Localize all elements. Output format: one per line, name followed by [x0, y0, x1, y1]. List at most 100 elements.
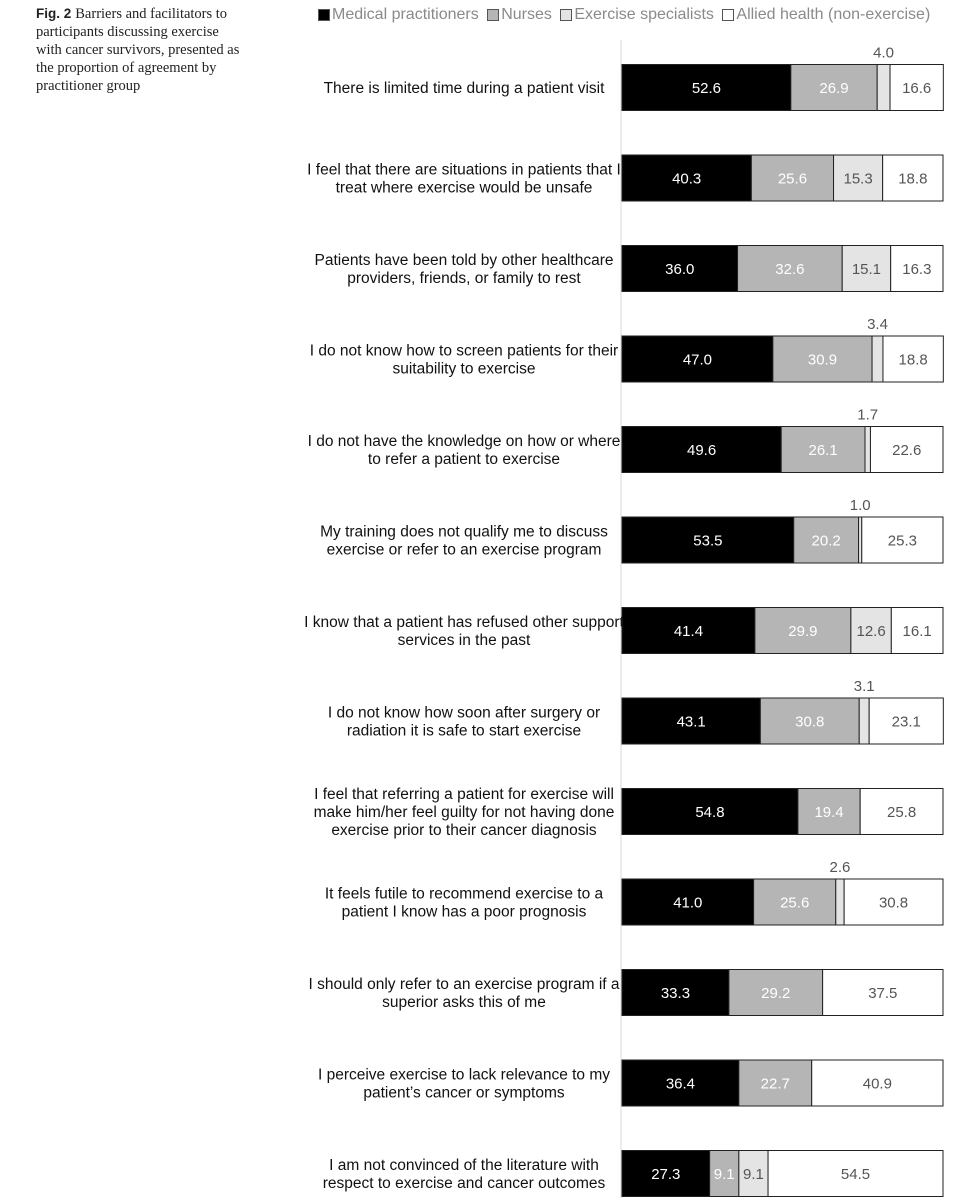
bar-segment	[621, 788, 799, 835]
category-label: I do not know how to screen patients for…	[310, 343, 618, 378]
bar-segment	[621, 154, 752, 202]
category-label-line: suitability to exercise	[392, 361, 535, 378]
data-label: 22.6	[892, 442, 921, 459]
bar-segment	[709, 1150, 740, 1197]
bar-segment	[882, 154, 944, 202]
data-label: 29.9	[788, 623, 817, 640]
category-label-line: make him/her feel guilty for not having …	[314, 804, 615, 821]
bar-segment	[861, 516, 944, 564]
data-label: 32.6	[775, 261, 804, 278]
data-label: 16.6	[902, 80, 931, 97]
bar-segment	[772, 335, 873, 383]
legend-label: Allied health (non-exercise)	[736, 6, 931, 23]
data-label: 52.6	[692, 80, 721, 97]
bar-row: 33.3 29.2 37.5	[621, 969, 944, 1016]
category-label-line: I am not convinced of the literature wit…	[329, 1157, 599, 1174]
category-label-line: providers, friends, or family to rest	[347, 270, 581, 287]
category-label: It feels futile to recommend exercise to…	[325, 886, 604, 921]
data-label: 41.0	[673, 895, 702, 912]
data-label: 23.1	[892, 714, 921, 731]
data-label: 25.8	[887, 804, 916, 821]
data-label: 20.2	[812, 533, 841, 550]
data-label: 26.1	[809, 442, 838, 459]
figure-caption-text: Barriers and facilitators to participant…	[36, 6, 240, 94]
bar-segment	[621, 426, 782, 473]
legend-item-nurses: Nurses	[487, 6, 552, 24]
category-label: I feel that referring a patient for exer…	[314, 786, 615, 839]
category-label: I know that a patient has refused other …	[304, 614, 624, 649]
data-label: 15.3	[843, 171, 872, 188]
bar-segment	[797, 788, 861, 835]
data-label: 26.9	[819, 80, 848, 97]
data-label: 25.3	[888, 533, 917, 550]
data-label: 9.1	[743, 1166, 764, 1183]
bar-row: 40.3 25.6 15.3 18.8	[621, 154, 944, 202]
data-label: 18.8	[898, 171, 927, 188]
data-label: 12.6	[856, 623, 885, 640]
bar-segment	[889, 64, 944, 111]
category-label-line: I feel that there are situations in pati…	[307, 162, 621, 179]
data-label: 36.4	[666, 1076, 695, 1093]
category-label: There is limited time during a patient v…	[324, 80, 606, 97]
legend-swatch	[560, 9, 573, 21]
bar-row: 49.6 26.1 1.7 22.6	[621, 407, 944, 473]
bar-segment	[737, 245, 843, 292]
data-label: 15.1	[852, 261, 881, 278]
data-label: 47.0	[683, 352, 712, 369]
category-label-line: patient’s cancer or symptoms	[363, 1085, 565, 1102]
data-label: 27.3	[651, 1166, 680, 1183]
data-label: 41.4	[674, 623, 703, 640]
category-label-line: I do not know how soon after surgery or	[328, 705, 600, 722]
data-label: 2.6	[830, 859, 851, 876]
category-label-line: superior asks this of me	[382, 994, 546, 1011]
bar-segment	[890, 245, 944, 292]
data-label: 4.0	[873, 45, 894, 62]
bar-segment	[790, 64, 878, 111]
data-label: 1.7	[857, 407, 878, 424]
data-label: 40.3	[672, 171, 701, 188]
bar-row: 27.3 9.1 9.1 54.5	[621, 1150, 944, 1197]
data-label: 25.6	[778, 171, 807, 188]
data-label: 53.5	[693, 533, 722, 550]
category-label-line: exercise prior to their cancer diagnosis	[331, 822, 597, 839]
figure-label: Fig. 2	[36, 6, 72, 21]
bar-segment	[822, 969, 944, 1016]
bar-row: 41.0 25.6 2.6 30.8	[621, 859, 944, 926]
data-label: 22.7	[761, 1076, 790, 1093]
category-label-line: I know that a patient has refused other …	[304, 614, 624, 631]
figure-caption: Fig. 2 Barriers and facilitators to parti…	[36, 5, 246, 95]
legend-item-exercise-specialists: Exercise specialists	[560, 6, 714, 24]
bar-row: 52.6 26.9 4.0 16.6	[621, 45, 944, 111]
bar-row: 41.4 29.9 12.6 16.1	[621, 607, 944, 654]
data-label: 16.1	[903, 623, 932, 640]
legend-swatch	[318, 9, 330, 21]
data-label: 36.0	[665, 261, 694, 278]
data-label: 43.1	[677, 714, 706, 731]
bar-row: 43.1 30.8 3.1 23.1	[621, 678, 944, 745]
category-label-line: radiation it is safe to start exercise	[347, 723, 581, 740]
data-label: 3.1	[854, 678, 875, 695]
data-label: 25.6	[780, 895, 809, 912]
category-label: I perceive exercise to lack relevance to…	[318, 1067, 610, 1102]
bar-row: 36.4 22.7 40.9	[621, 1059, 944, 1107]
data-label: 30.8	[879, 895, 908, 912]
category-label-line: respect to exercise and cancer outcomes	[323, 1175, 606, 1192]
data-label: 3.4	[867, 316, 888, 333]
category-label-line: I do not know how to screen patients for…	[310, 343, 618, 360]
category-label: Patients have been told by other healthc…	[314, 252, 613, 287]
legend-swatch	[722, 9, 735, 21]
category-label-line: I perceive exercise to lack relevance to…	[318, 1067, 610, 1084]
bar-segment	[869, 426, 944, 473]
bar-segment	[767, 1150, 944, 1197]
bar-segment	[858, 697, 870, 745]
data-label: 37.5	[868, 985, 897, 1002]
category-label-line: There is limited time during a patient v…	[324, 80, 606, 97]
bar-segment	[882, 335, 944, 383]
data-label: 19.4	[814, 804, 843, 821]
legend-item-medical-practitioners: Medical practitioners	[318, 6, 479, 24]
data-label: 40.9	[863, 1076, 892, 1093]
bar-segment	[890, 607, 944, 654]
bar-segment	[871, 335, 884, 383]
category-label-line: My training does not qualify me to discu…	[320, 524, 608, 541]
category-label-line: I should only refer to an exercise progr…	[308, 976, 619, 993]
